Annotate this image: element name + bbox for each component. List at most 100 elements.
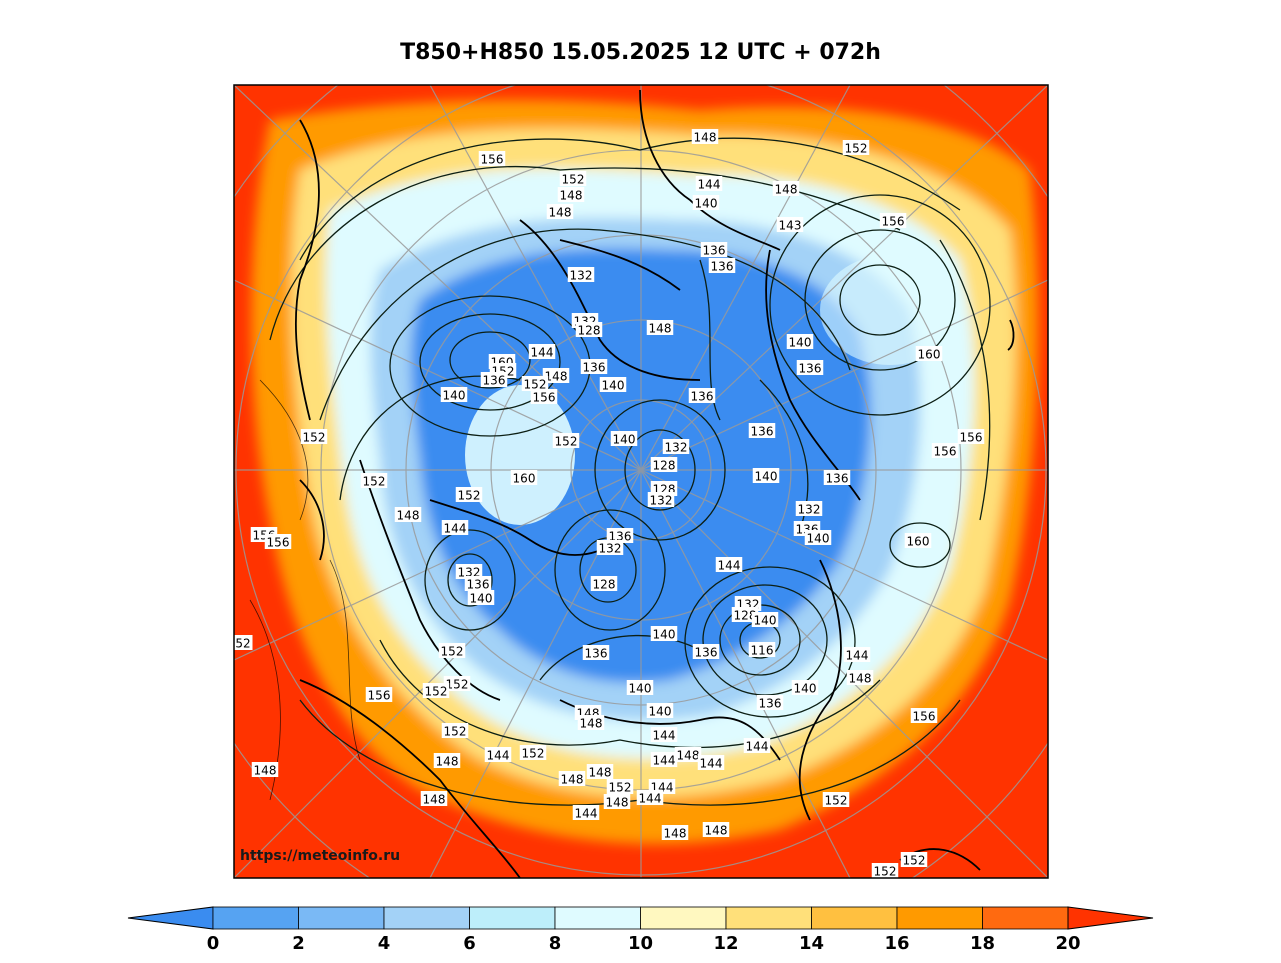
contour-label-bg bbox=[251, 762, 279, 777]
contour-label-text: 140 bbox=[629, 682, 652, 696]
contour-label: 148 bbox=[586, 764, 614, 780]
colorbar-tick-label: 4 bbox=[378, 933, 391, 954]
contour-label-text: 140 bbox=[794, 682, 817, 696]
contour-label-text: 148 bbox=[560, 189, 583, 203]
contour-label-bg bbox=[433, 753, 461, 768]
contour-label: 140 bbox=[646, 703, 674, 719]
contour-label: 148 bbox=[603, 794, 631, 810]
colorbar-segment bbox=[896, 906, 983, 930]
contour-label: 140 bbox=[692, 195, 720, 211]
contour-label-text: 160 bbox=[513, 472, 536, 486]
contour-label-bg bbox=[692, 195, 720, 210]
contour-label-text: 140 bbox=[602, 379, 625, 393]
contour-label-bg bbox=[580, 359, 608, 374]
contour-label-text: 152 bbox=[874, 865, 897, 879]
contour-label: 140 bbox=[440, 387, 468, 403]
contour-label-bg bbox=[646, 703, 674, 718]
contour-label-text: 152 bbox=[303, 431, 326, 445]
contour-label-text: 152 bbox=[444, 725, 467, 739]
contour-label-text: 144 bbox=[487, 749, 510, 763]
contour-label: 136 bbox=[580, 359, 608, 375]
contour-label: 148 bbox=[557, 187, 585, 203]
contour-label-bg bbox=[572, 805, 600, 820]
colorbar-segment bbox=[298, 906, 385, 930]
contour-label-bg bbox=[394, 507, 422, 522]
contour-label-text: 148 bbox=[549, 206, 572, 220]
contour-label-text: 152 bbox=[425, 685, 448, 699]
contour-label: 136 bbox=[756, 695, 784, 711]
contour-label-bg bbox=[661, 825, 689, 840]
contour-label-bg bbox=[662, 439, 690, 454]
contour-label-bg bbox=[599, 377, 627, 392]
contour-label: 148 bbox=[577, 715, 605, 731]
contour-label-text: 156 bbox=[882, 215, 905, 229]
contour-label: 156 bbox=[957, 429, 985, 445]
contour-label-bg bbox=[752, 468, 780, 483]
contour-label: 132 bbox=[795, 501, 823, 517]
contour-label-text: 148 bbox=[775, 183, 798, 197]
contour-label-bg bbox=[822, 792, 850, 807]
contour-label-text: 144 bbox=[531, 346, 554, 360]
contour-label: 140 bbox=[791, 680, 819, 696]
contour-label-bg bbox=[575, 322, 603, 337]
contour-label-bg bbox=[748, 642, 776, 657]
contour-label-bg bbox=[606, 528, 634, 543]
contour-label-bg bbox=[234, 635, 253, 650]
contour-label-text: 156 bbox=[368, 689, 391, 703]
contour-label: 156 bbox=[264, 534, 292, 550]
contour-label-text: 152 bbox=[825, 794, 848, 808]
contour-label: 136 bbox=[796, 360, 824, 376]
contour-label-bg bbox=[647, 492, 675, 507]
contour-label: 132 bbox=[567, 267, 595, 283]
contour-label-text: 143 bbox=[779, 219, 802, 233]
contour-label: 156 bbox=[365, 687, 393, 703]
contour-label: 140 bbox=[752, 468, 780, 484]
contour-label-text: 144 bbox=[700, 757, 723, 771]
contour-label-bg bbox=[795, 501, 823, 516]
contour-label-bg bbox=[702, 822, 730, 837]
contour-label-text: 148 bbox=[580, 717, 603, 731]
contour-label-bg bbox=[420, 791, 448, 806]
contour-label: 132 bbox=[596, 540, 624, 556]
contour-label-text: 144 bbox=[846, 649, 869, 663]
contour-label: 140 bbox=[467, 590, 495, 606]
contour-label-text: 148 bbox=[606, 796, 629, 810]
colorbar-tick-label: 18 bbox=[970, 933, 995, 954]
contour-label: 152 bbox=[455, 487, 483, 503]
contour-label-text: 156 bbox=[913, 710, 936, 724]
colorbar-segment bbox=[811, 906, 898, 930]
contour-label-bg bbox=[688, 388, 716, 403]
contour-label-text: 156 bbox=[267, 536, 290, 550]
contour-label-text: 136 bbox=[711, 260, 734, 274]
colorbar-tick-label: 8 bbox=[549, 933, 562, 954]
contour-label-bg bbox=[264, 534, 292, 549]
contour-label-bg bbox=[646, 320, 674, 335]
contour-label-bg bbox=[360, 473, 388, 488]
watermark: https://meteoinfo.ru bbox=[240, 848, 400, 864]
contour-label-bg bbox=[558, 771, 586, 786]
contour-label: 160 bbox=[915, 346, 943, 362]
contour-label-text: 148 bbox=[677, 749, 700, 763]
contour-label: 140 bbox=[751, 612, 779, 628]
contour-label: 144 bbox=[697, 755, 725, 771]
contour-label-bg bbox=[530, 389, 558, 404]
contour-label-text: 136 bbox=[483, 374, 506, 388]
contour-label: 152 bbox=[552, 433, 580, 449]
contour-label-bg bbox=[577, 715, 605, 730]
contour-label: 140 bbox=[786, 334, 814, 350]
contour-label-text: 144 bbox=[718, 559, 741, 573]
chart-title: T850+H850 15.05.2025 12 UTC + 072h bbox=[400, 40, 881, 65]
contour-label-bg bbox=[422, 683, 450, 698]
contour-label-bg bbox=[438, 643, 466, 658]
contour-label-bg bbox=[692, 644, 720, 659]
contour-label-text: 144 bbox=[746, 740, 769, 754]
contour-label: 156 bbox=[478, 151, 506, 167]
contour-label-text: 148 bbox=[589, 766, 612, 780]
contour-label-bg bbox=[846, 670, 874, 685]
contour-label: 148 bbox=[846, 670, 874, 686]
contour-label: 152 bbox=[438, 643, 466, 659]
contour-label-text: 136 bbox=[826, 472, 849, 486]
contour-label-bg bbox=[441, 520, 469, 535]
contour-label-bg bbox=[748, 423, 776, 438]
